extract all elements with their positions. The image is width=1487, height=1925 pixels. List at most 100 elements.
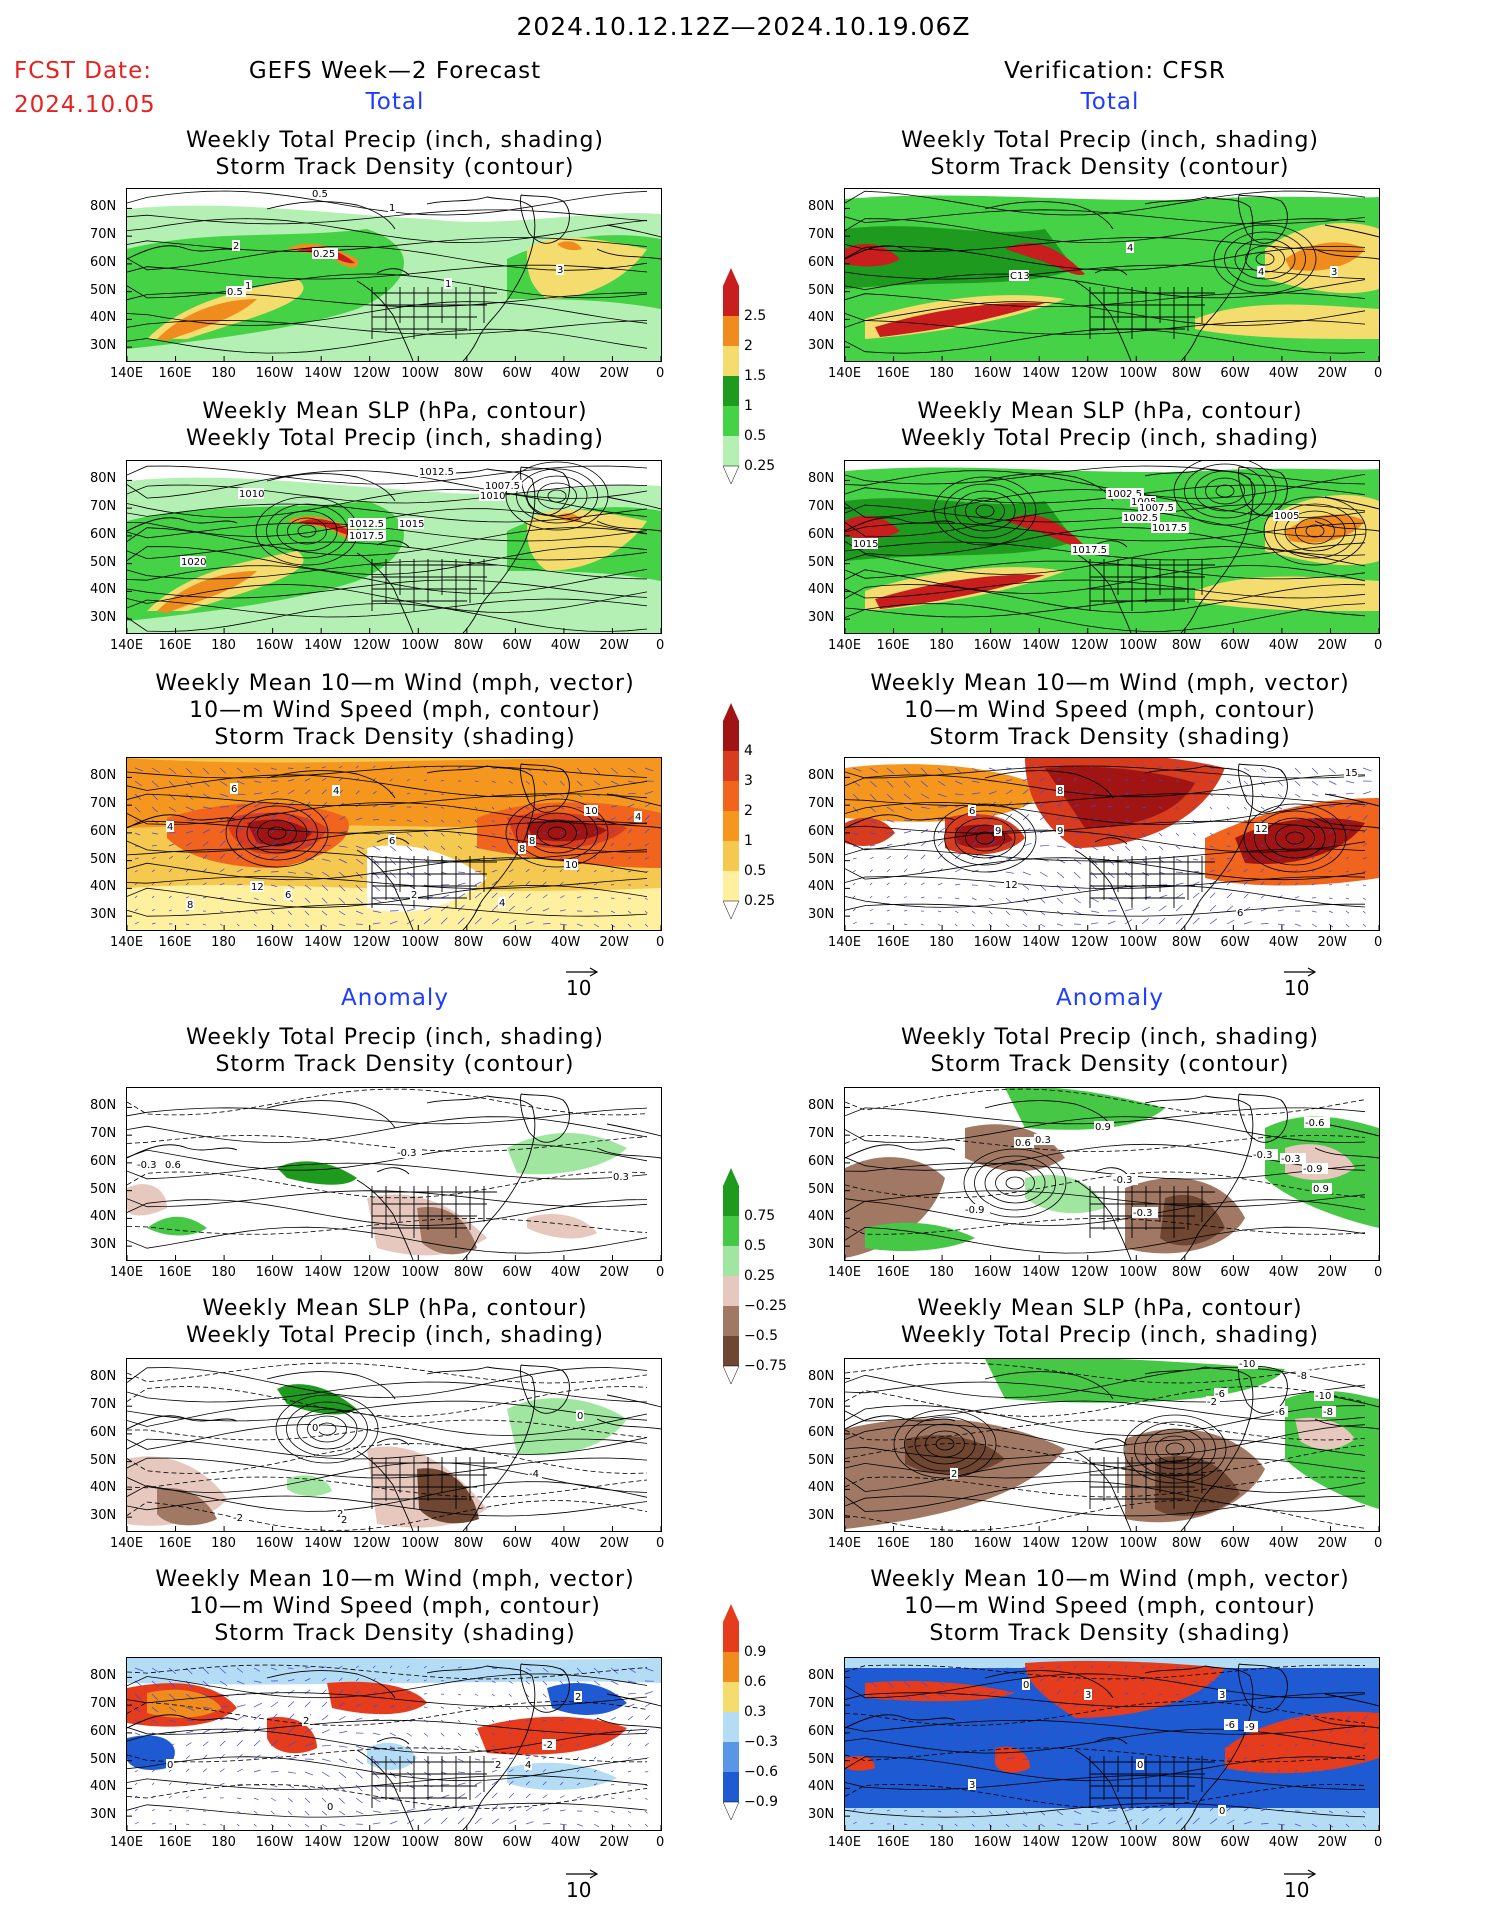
contour-label: 1007.5 [485, 481, 520, 492]
lon-tick-label: 120W [352, 638, 391, 653]
colorbar-anomaly-precip: 0.75 0.5 0.25 −0.25 −0.5 −0.75 [723, 1168, 863, 1388]
lon-tick-label: 180 [929, 935, 954, 950]
contour-label-bg [396, 1147, 422, 1158]
lon-tick-label: 180 [211, 1265, 236, 1280]
contour-label: 4 [1127, 243, 1133, 254]
contour-label: 1005 [1274, 511, 1299, 522]
lon-tick-label: 80W [1171, 1536, 1202, 1551]
colorbar-segment [723, 436, 739, 466]
lon-tick-label: 40W [1268, 935, 1299, 950]
colorbar-label: 4 [744, 743, 753, 759]
lat-tick-label: 70N [90, 796, 117, 812]
contour-label: 1007.5 [1139, 503, 1174, 514]
lat-tick-label: 30N [808, 1508, 835, 1524]
contour-label-bg [1130, 496, 1156, 507]
lon-tick-label: 40W [550, 1265, 581, 1280]
lon-tick-label: 160E [158, 1835, 192, 1850]
contour-label: 10 [585, 806, 598, 817]
lon-tick-label: 40W [550, 1536, 581, 1551]
colorbar-segment [723, 376, 739, 406]
lon-tick-label: 160W [973, 1536, 1012, 1551]
lon-tick-label: 0 [1374, 366, 1383, 381]
lon-tick-label: 180 [211, 1835, 236, 1850]
contour-label-bg [968, 1779, 976, 1790]
contour-label-bg [1257, 266, 1265, 277]
title-wind-right-total: Weekly Mean 10—m Wind (mph, vector) 10—m … [870, 671, 1350, 750]
contour-label: 8 [1057, 786, 1063, 797]
contour-label-bg [1224, 1719, 1238, 1730]
contour-label: 0.5 [227, 287, 243, 298]
lon-tick-label: 20W [1317, 366, 1347, 381]
lat-tick-label: 80N [808, 1369, 835, 1385]
contour-label: 6 [969, 806, 975, 817]
contour-label-bg [1218, 1689, 1226, 1700]
lon-tick-label: 140W [1022, 1536, 1060, 1551]
colorbar-arrow-top [723, 703, 739, 721]
lon-tick-label: 180 [929, 366, 954, 381]
contour-label: 1 [245, 281, 251, 292]
colorbar-anomaly-storm-track: 0.9 0.6 0.3 −0.3 −0.6 −0.9 [723, 1604, 863, 1824]
lon-tick-label: 60W [502, 935, 532, 950]
contour-label-bg [1136, 1759, 1144, 1770]
map-wind-forecast-total: 6 4 4 6 10 8 8 10 12 6 8 2 4 4 [126, 757, 662, 931]
lon-tick-label: 140W [304, 1835, 342, 1850]
contour-label-bg [1084, 1689, 1092, 1700]
contour-label: 0 [1023, 1680, 1029, 1691]
contour-label: 12 [1255, 824, 1268, 835]
lon-tick-label: 0 [656, 935, 665, 950]
contour-label-bg [1056, 785, 1064, 796]
lon-tick-label: 140W [304, 1265, 342, 1280]
colorbar-label: −0.25 [744, 1298, 787, 1314]
contour-lines [127, 765, 648, 917]
map-wind-forecast-anomaly: 0 2 2 -2 4 2 0 [126, 1657, 662, 1831]
lat-tick-label: 50N [808, 554, 835, 570]
lon-tick-label: 20W [1317, 935, 1347, 950]
lon-tick-label: 100W [401, 366, 439, 381]
contour-label: -6 [1275, 1407, 1285, 1418]
lat-tick-label: 80N [90, 1369, 117, 1385]
lon-tick-label: 140E [828, 935, 862, 950]
contour-label: 2 [411, 890, 417, 901]
lat-tick-label: 40N [90, 582, 117, 598]
lon-tick-label: 60W [1220, 1835, 1250, 1850]
lon-tick-label: 140E [110, 638, 144, 653]
reference-vector-label: 10 [566, 1878, 592, 1902]
lat-tick-label: 70N [808, 499, 835, 515]
lon-tick-label: 80W [453, 1835, 484, 1850]
contour-label: -2 [543, 1740, 553, 1751]
contour-label-bg [1132, 1207, 1158, 1218]
vector-reference-right-anomaly: 10 [1278, 1866, 1328, 1902]
lat-tick-label: 80N [90, 1098, 117, 1114]
contour-label-bg [524, 1759, 532, 1770]
contour-label: -0.3 [137, 1160, 157, 1171]
lon-tick-label: 140E [828, 1265, 862, 1280]
contour-label-bg [136, 1159, 162, 1170]
coastlines [845, 1364, 1379, 1531]
contour-label-bg [1274, 1406, 1288, 1417]
colorbar-segment [723, 346, 739, 376]
lat-tick-label: 30N [808, 1807, 835, 1823]
lon-tick-label: 80W [1171, 638, 1202, 653]
lon-tick-label: 160W [255, 935, 294, 950]
lon-tick-label: 100W [401, 935, 439, 950]
contour-lines [845, 1664, 1366, 1818]
wind-vectors [852, 765, 1372, 928]
colorbar-segment [723, 1712, 739, 1742]
lon-tick-label: 120W [352, 1265, 391, 1280]
coastlines [845, 194, 1379, 361]
lon-tick-label: 100W [401, 638, 439, 653]
contour-label-bg [164, 1159, 184, 1170]
contour-label-bg [166, 821, 174, 832]
right-column-title: Verification: CFSR [1004, 58, 1226, 84]
lon-tick-label: 160W [255, 638, 294, 653]
lon-tick-label: 80W [453, 638, 484, 653]
lon-tick-label: 20W [1317, 638, 1347, 653]
contour-label-bg [1304, 1117, 1330, 1128]
lat-tick-label: 70N [808, 1696, 835, 1712]
title-wind-right-anom: Weekly Mean 10—m Wind (mph, vector) 10—m … [870, 1567, 1350, 1646]
contour-label: 0.6 [1015, 1138, 1031, 1149]
coastlines [845, 1093, 1379, 1260]
lon-tick-label: 140W [304, 366, 342, 381]
lon-tick-label: 120W [1070, 1536, 1109, 1551]
coastlines [127, 194, 661, 361]
